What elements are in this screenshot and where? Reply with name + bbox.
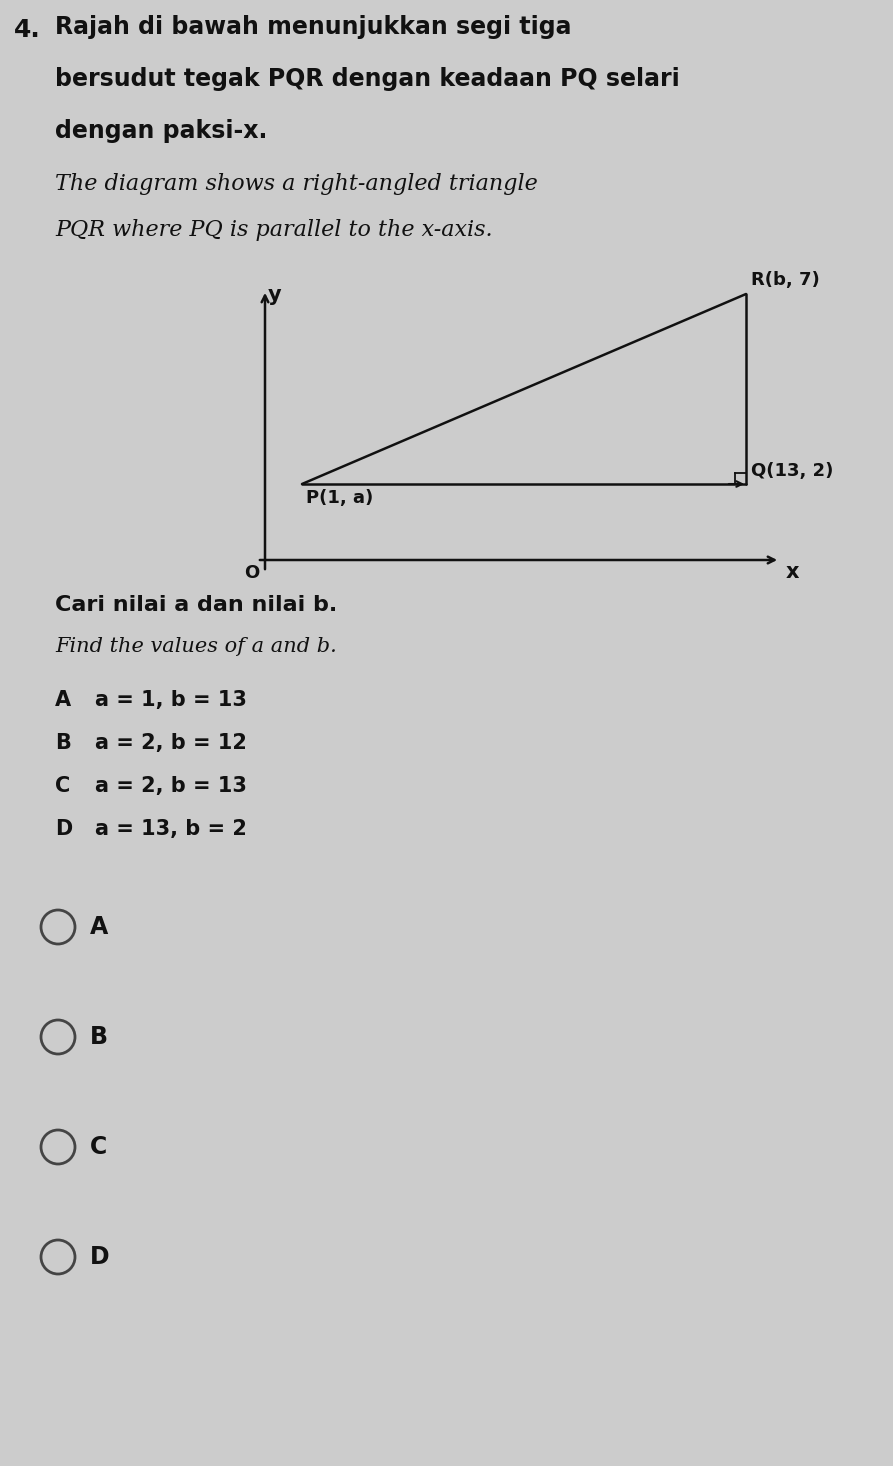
Text: a = 2, b = 12: a = 2, b = 12 (95, 733, 246, 754)
Text: y: y (268, 284, 281, 305)
Text: C: C (55, 776, 71, 796)
Text: a = 2, b = 13: a = 2, b = 13 (95, 776, 246, 796)
Text: x: x (786, 561, 799, 582)
Text: bersudut tegak PQR dengan keadaan PQ selari: bersudut tegak PQR dengan keadaan PQ sel… (55, 67, 680, 91)
Text: A: A (55, 690, 71, 710)
Text: R(b, 7): R(b, 7) (751, 271, 820, 289)
Text: dengan paksi-x.: dengan paksi-x. (55, 119, 267, 144)
Text: The diagram shows a right-angled triangle: The diagram shows a right-angled triangl… (55, 173, 538, 195)
Text: P(1, a): P(1, a) (306, 490, 373, 507)
Text: B: B (55, 733, 71, 754)
Text: D: D (90, 1245, 110, 1270)
Text: PQR where PQ is parallel to the x-axis.: PQR where PQ is parallel to the x-axis. (55, 218, 493, 240)
Text: Find the values of a and b.: Find the values of a and b. (55, 638, 337, 655)
Text: a = 1, b = 13: a = 1, b = 13 (95, 690, 246, 710)
Text: C: C (90, 1135, 107, 1160)
Text: Cari nilai a dan nilai b.: Cari nilai a dan nilai b. (55, 595, 338, 616)
Text: a = 13, b = 2: a = 13, b = 2 (95, 819, 246, 839)
Text: Q(13, 2): Q(13, 2) (751, 462, 833, 479)
Text: O: O (244, 564, 259, 582)
Text: A: A (90, 915, 108, 940)
Text: D: D (55, 819, 72, 839)
Text: 4.: 4. (14, 18, 41, 43)
Text: Rajah di bawah menunjukkan segi tiga: Rajah di bawah menunjukkan segi tiga (55, 15, 572, 40)
Text: B: B (90, 1025, 108, 1050)
